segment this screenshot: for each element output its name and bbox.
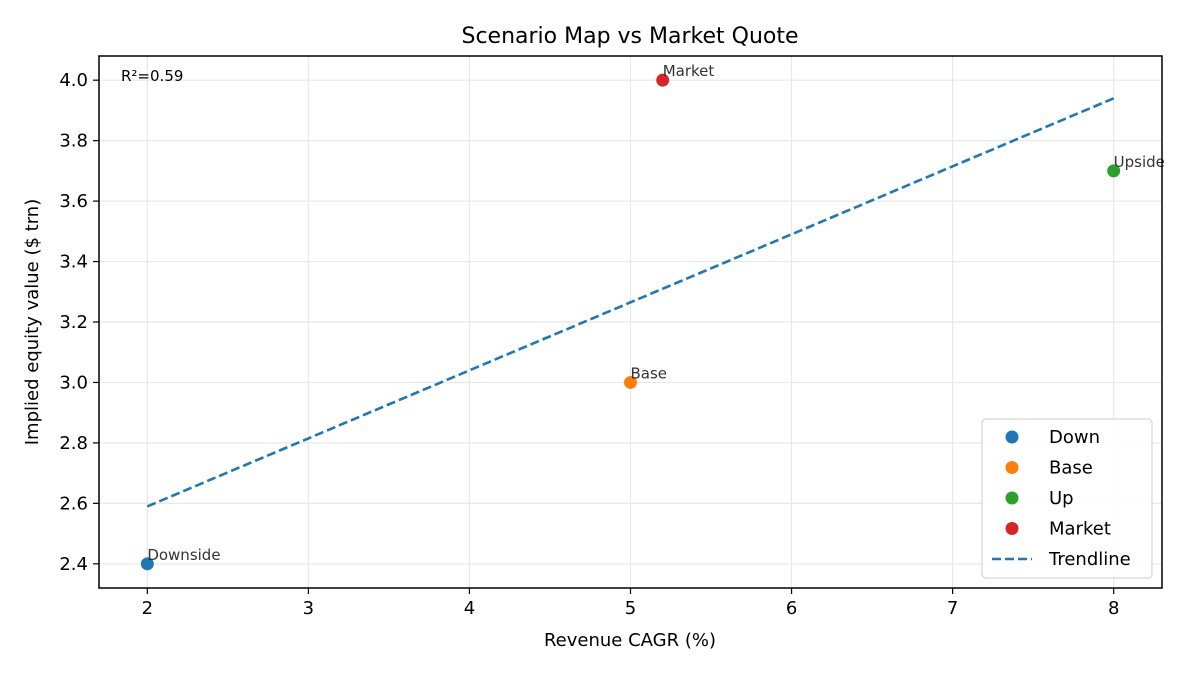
y-tick-label: 3.0 (59, 372, 88, 393)
x-tick-label: 4 (464, 598, 475, 619)
x-tick-label: 2 (142, 598, 153, 619)
y-tick-label: 2.6 (59, 493, 88, 514)
chart-title: Scenario Map vs Market Quote (461, 24, 798, 49)
data-point (1107, 164, 1121, 178)
legend-marker (1005, 461, 1019, 474)
legend-entry-label: Down (1049, 427, 1100, 448)
legend-box (981, 418, 1153, 579)
legend: Down Base Up Market Trendline (981, 418, 1153, 579)
y-axis-label: Implied equity value ($ trn) (22, 199, 43, 446)
trendline-layer (146, 97, 1115, 508)
x-tick-label: 3 (303, 598, 314, 619)
y-tick-label: 4.0 (59, 70, 88, 91)
legend-marker (1005, 491, 1019, 505)
y-tick-label: 3.6 (59, 191, 88, 212)
legend-marker (1005, 522, 1019, 535)
y-axis-ticks: 2.4 2.6 2.8 3.0 3.2 3.4 3.6 3.8 4.0 (59, 70, 99, 575)
x-tick-label: 7 (947, 598, 958, 619)
y-tick-label: 2.8 (59, 433, 88, 454)
x-axis-label: Revenue CAGR (%) (544, 630, 716, 651)
data-point (656, 73, 670, 87)
point-label: Downside (147, 546, 220, 564)
point-label: Upside (1114, 153, 1165, 171)
y-tick-label: 2.4 (59, 554, 88, 575)
legend-marker (1005, 430, 1019, 444)
data-point (624, 375, 637, 389)
x-tick-label: 6 (786, 598, 797, 619)
point-label: Market (663, 62, 715, 80)
legend-entry-label: Up (1049, 488, 1074, 509)
point-label: Base (631, 364, 668, 382)
legend-entry-label: Base (1049, 458, 1093, 479)
y-tick-label: 3.4 (59, 252, 88, 273)
y-tick-label: 3.2 (59, 312, 88, 333)
trendline (146, 97, 1115, 508)
data-point (140, 557, 154, 571)
x-tick-label: 5 (625, 598, 636, 619)
x-axis-ticks: 2 3 4 5 6 7 8 (142, 588, 1119, 619)
points-layer (140, 73, 1121, 571)
y-tick-label: 3.8 (59, 131, 88, 152)
legend-entry-label: Trendline (1048, 549, 1131, 570)
r-squared-annotation: R²=0.59 (121, 67, 183, 85)
point-labels-layer: Downside Base Upside Market (147, 62, 1165, 564)
x-tick-label: 8 (1108, 598, 1119, 619)
legend-entry-label: Market (1049, 519, 1111, 540)
